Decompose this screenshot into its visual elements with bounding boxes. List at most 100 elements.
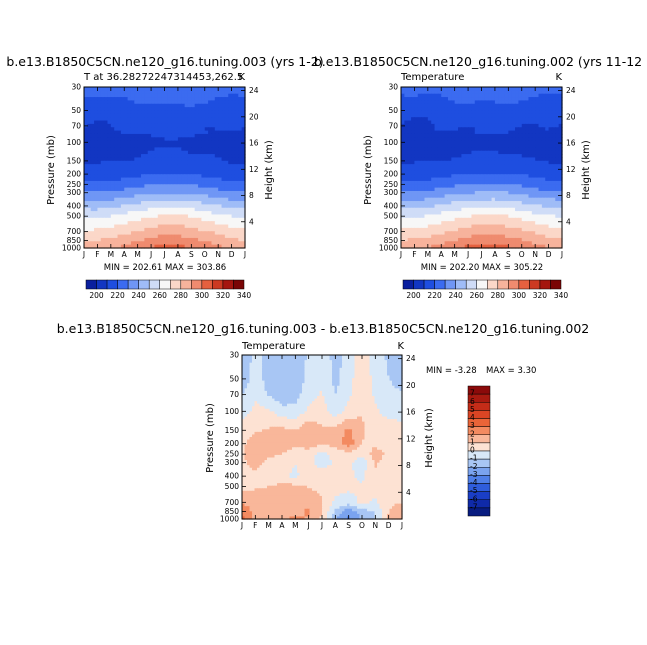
- contour-cell: [434, 144, 439, 148]
- contour-cell: [161, 164, 166, 169]
- contour-cell: [84, 170, 88, 175]
- contour-cell: [208, 211, 213, 216]
- contour-cell: [427, 123, 432, 128]
- contour-cell: [491, 107, 496, 112]
- contour-cell: [528, 177, 533, 182]
- contour-cell: [137, 227, 142, 232]
- contour-cell: [228, 224, 233, 229]
- contour-cell: [157, 194, 162, 199]
- contour-cell: [147, 174, 152, 179]
- contour-cell: [114, 147, 119, 152]
- contour-cell: [494, 207, 499, 212]
- contour-cell: [478, 211, 483, 216]
- contour-cell: [555, 100, 560, 105]
- contour-cell: [120, 214, 125, 219]
- contour-cell: [151, 174, 156, 179]
- contour-cell: [147, 120, 152, 125]
- contour-cell: [130, 217, 135, 222]
- contour-cell: [447, 217, 452, 222]
- contour-cell: [474, 201, 479, 205]
- contour-cell: [184, 120, 189, 125]
- contour-cell: [339, 357, 343, 361]
- contour-cell: [238, 194, 243, 199]
- contour-cell: [401, 231, 405, 236]
- contour-cell: [427, 180, 432, 185]
- contour-cell: [249, 355, 253, 359]
- contour-cell: [208, 227, 213, 232]
- contour-cell: [441, 187, 446, 192]
- contour-cell: [558, 144, 563, 148]
- contour-cell: [494, 167, 499, 172]
- contour-cell: [501, 137, 506, 142]
- contour-cell: [127, 197, 132, 202]
- contour-cell: [501, 107, 506, 112]
- contour-cell: [144, 207, 149, 212]
- contour-cell: [555, 144, 560, 148]
- contour-cell: [535, 184, 540, 189]
- contour-cell: [484, 224, 489, 229]
- contour-cell: [551, 123, 556, 128]
- contour-cell: [204, 170, 209, 175]
- contour-cell: [167, 144, 172, 148]
- contour-cell: [501, 103, 506, 108]
- contour-cell: [558, 107, 563, 112]
- contour-cell: [434, 170, 439, 175]
- contour-cell: [181, 214, 186, 219]
- contour-cell: [504, 201, 509, 205]
- contour-cell: [194, 137, 199, 142]
- contour-cell: [427, 157, 432, 162]
- contour-cell: [137, 234, 142, 239]
- contour-cell: [421, 204, 426, 209]
- contour-cell: [451, 93, 456, 98]
- contour-cell: [414, 224, 419, 229]
- contour-cell: [504, 244, 509, 249]
- contour-cell: [401, 107, 405, 112]
- colorbar-label: 300: [195, 291, 210, 300]
- contour-cell: [144, 144, 149, 148]
- contour-cell: [174, 127, 179, 132]
- contour-cell: [191, 201, 196, 205]
- contour-cell: [461, 180, 466, 185]
- contour-cell: [454, 150, 459, 155]
- contour-cell: [464, 123, 469, 128]
- contour-cell: [501, 120, 506, 125]
- contour-cell: [451, 231, 456, 236]
- contour-cell: [228, 113, 233, 118]
- contour-cell: [231, 90, 236, 95]
- contour-cell: [551, 170, 556, 175]
- contour-cell: [104, 170, 109, 175]
- contour-cell: [521, 127, 526, 132]
- contour-cell: [252, 355, 256, 359]
- contour-cell: [224, 184, 229, 189]
- contour-cell: [124, 97, 129, 102]
- contour-cell: [468, 164, 473, 169]
- contour-cell: [214, 133, 219, 138]
- contour-cell: [144, 90, 149, 95]
- contour-cell: [104, 150, 109, 155]
- contour-cell: [437, 97, 442, 102]
- contour-cell: [521, 201, 526, 205]
- contour-cell: [404, 221, 409, 226]
- contour-cell: [521, 154, 526, 159]
- contour-cell: [481, 130, 486, 135]
- contour-cell: [545, 110, 550, 115]
- contour-cell: [218, 100, 223, 105]
- contour-cell: [241, 221, 246, 226]
- contour-cell: [471, 184, 476, 189]
- contour-cell: [461, 241, 466, 246]
- contour-cell: [324, 355, 328, 359]
- contour-cell: [528, 224, 533, 229]
- contour-cell: [110, 190, 115, 195]
- contour-cell: [551, 224, 556, 229]
- contour-cell: [127, 190, 132, 195]
- contour-cell: [484, 154, 489, 159]
- contour-cell: [491, 184, 496, 189]
- contour-cell: [511, 217, 516, 222]
- contour-cell: [120, 93, 125, 98]
- contour-cell: [427, 217, 432, 222]
- contour-cell: [401, 211, 405, 216]
- contour-cell: [234, 93, 239, 98]
- contour-cell: [531, 221, 536, 226]
- contour-cell: [558, 170, 563, 175]
- contour-cell: [528, 187, 533, 192]
